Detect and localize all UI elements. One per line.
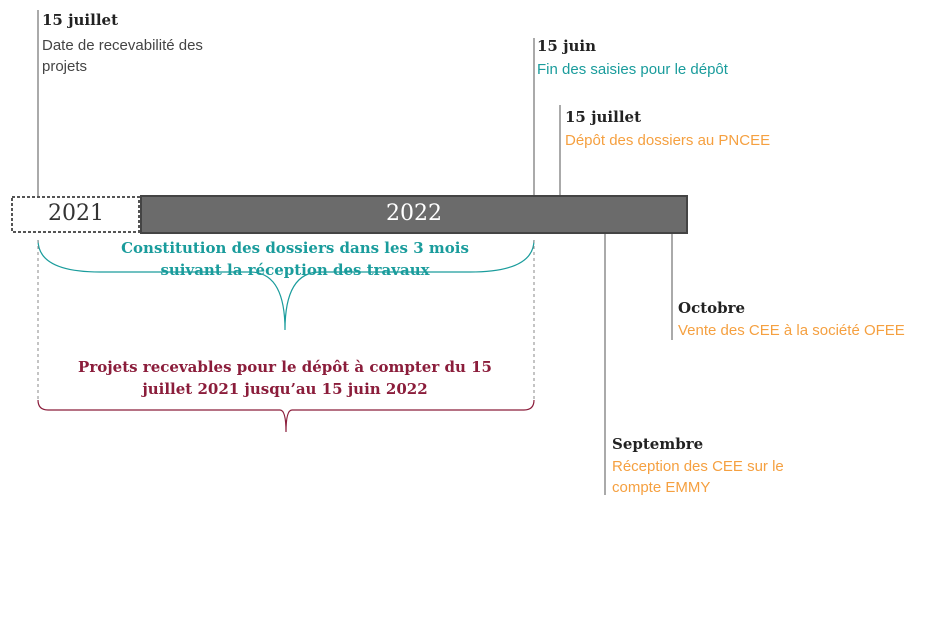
event-date: 15 juin xyxy=(537,37,597,55)
event-date: 15 juillet xyxy=(565,108,641,126)
event-label: Vente des CEE à la société OFEE xyxy=(678,322,905,339)
year: 2021 xyxy=(48,201,104,226)
event-label: Date de recevabilité des projets xyxy=(42,37,203,75)
event-label: Dépôt des dossiers au PNCEE xyxy=(565,132,771,149)
brace-label: Constitution des dossiers dans les 3 moi… xyxy=(121,239,469,279)
year: 2022 xyxy=(386,201,442,226)
event-date: 15 juillet xyxy=(42,11,118,29)
brace-label: Projets recevables pour le dépôt à compt… xyxy=(78,358,492,398)
event-date: Septembre xyxy=(612,435,704,453)
event-date: Octobre xyxy=(678,299,746,317)
event-label: Fin des saisies pour le dépôt xyxy=(537,61,728,78)
event-label: Réception des CEE sur le compte EMMY xyxy=(612,458,784,496)
